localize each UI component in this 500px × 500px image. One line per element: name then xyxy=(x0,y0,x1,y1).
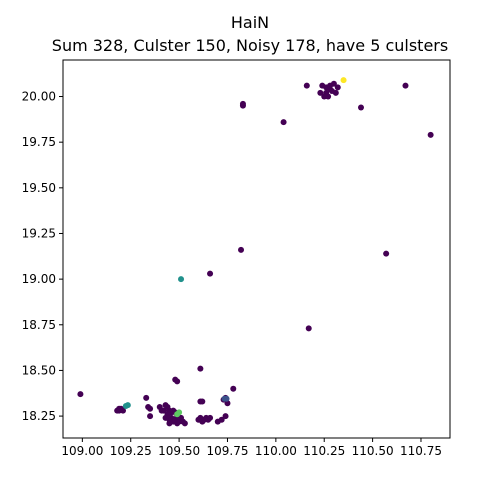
data-point-noise-16 xyxy=(239,102,246,109)
data-point-noise-57 xyxy=(162,414,169,421)
chart-title: HaiN xyxy=(230,13,270,32)
data-point-noise-36 xyxy=(147,413,154,420)
data-point-noise-70 xyxy=(199,398,206,405)
data-point-noise-17 xyxy=(280,119,287,126)
data-point-noise-35 xyxy=(145,403,152,410)
data-point-noise-67 xyxy=(218,416,225,423)
data-point-noise-12 xyxy=(303,82,310,89)
data-point-noise-23 xyxy=(197,365,204,372)
points-layer xyxy=(77,77,434,427)
chart-subtitle: Sum 328, Culster 150, Noisy 178, have 5 … xyxy=(51,36,449,55)
data-point-noise-21 xyxy=(207,270,214,277)
plot-frame xyxy=(62,59,451,439)
y-tick-label: 19.50 xyxy=(22,181,56,195)
data-point-noise-26 xyxy=(77,391,84,398)
data-point-cluster_green-1 xyxy=(176,409,183,416)
data-point-noise-20 xyxy=(383,250,390,257)
x-tick-label: 110.75 xyxy=(400,444,442,458)
data-point-noise-55 xyxy=(181,420,188,427)
data-point-noise-27 xyxy=(230,385,237,392)
y-tick-label: 18.50 xyxy=(22,363,56,377)
data-point-noise-68 xyxy=(222,413,229,420)
x-tick-label: 110.50 xyxy=(352,444,394,458)
x-tick-label: 109.00 xyxy=(61,444,103,458)
data-point-cluster_teal-2 xyxy=(178,276,185,283)
y-axis: 18.25 18.50 18.75 19.00 19.25 19.50 19.75 20.00 xyxy=(22,90,63,423)
data-point-noise-14 xyxy=(402,82,409,89)
data-point-noise-65 xyxy=(207,414,214,421)
x-tick-label: 109.75 xyxy=(206,444,248,458)
data-point-noise-33 xyxy=(143,394,150,401)
data-point-noise-32 xyxy=(119,407,126,414)
y-tick-label: 19.25 xyxy=(22,226,56,240)
data-point-noise-9 xyxy=(327,82,334,89)
y-tick-label: 19.75 xyxy=(22,135,56,149)
x-tick-label: 110.25 xyxy=(303,444,345,458)
y-tick-label: 20.00 xyxy=(22,90,56,104)
y-tick-label: 18.75 xyxy=(22,318,56,332)
y-tick-label: 19.00 xyxy=(22,272,56,286)
data-point-cluster_blue-1 xyxy=(223,395,230,402)
data-point-noise-71 xyxy=(224,400,231,407)
data-point-noise-8 xyxy=(332,89,339,96)
data-point-cluster_teal-1 xyxy=(124,402,131,409)
data-point-noise-19 xyxy=(238,246,245,253)
y-tick-label: 18.25 xyxy=(22,409,56,423)
x-tick-label: 109.25 xyxy=(110,444,152,458)
data-point-noise-13 xyxy=(357,104,364,111)
data-point-noise-56 xyxy=(166,420,173,427)
data-point-noise-22 xyxy=(305,325,312,332)
data-point-noise-10 xyxy=(317,89,324,96)
x-tick-label: 110.00 xyxy=(255,444,297,458)
data-point-noise-39 xyxy=(160,407,167,414)
data-point-cluster_yellow-0 xyxy=(340,77,347,84)
x-tick-label: 109.50 xyxy=(158,444,200,458)
data-point-noise-25 xyxy=(174,378,181,385)
data-point-noise-18 xyxy=(427,131,434,138)
data-point-noise-11 xyxy=(321,93,328,100)
data-point-noise-4 xyxy=(334,84,341,91)
x-axis: 109.00 109.25 109.50 109.75 110.00 110.25 110.… xyxy=(61,438,442,458)
